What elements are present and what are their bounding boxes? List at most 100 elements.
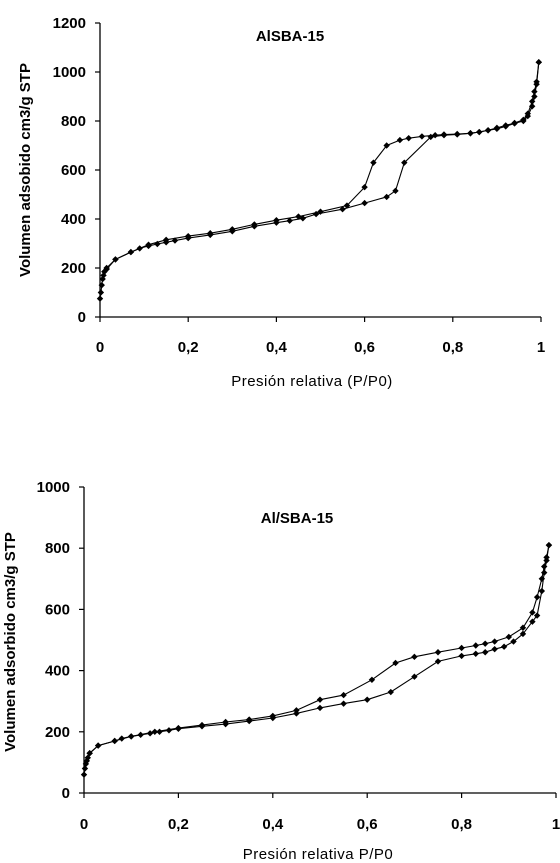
desorption-line (103, 62, 540, 272)
data-point-marker (146, 730, 154, 737)
data-point-marker (401, 159, 408, 166)
data-point-marker (368, 676, 376, 683)
data-point-marker (482, 649, 489, 656)
data-point-marker (156, 728, 163, 735)
data-point-marker (519, 630, 527, 638)
data-point-marker (538, 587, 546, 595)
data-point-marker (97, 289, 105, 296)
data-point-marker (171, 237, 179, 244)
data-point-marker (370, 159, 377, 166)
data-point-marker (343, 202, 351, 209)
data-point-marker (101, 268, 108, 275)
data-point-marker (361, 199, 368, 207)
x-axis-ticks: 0 0,2 0,4 0,6 0,8 1 (80, 793, 560, 833)
y-tick-label: 600 (61, 162, 86, 179)
x-tick-label: 0 (80, 816, 88, 833)
data-point-marker (411, 653, 418, 661)
data-point-marker (392, 187, 399, 195)
data-point-marker (533, 612, 541, 619)
y-axis-ticks: 0 200 400 600 800 1000 1200 (53, 15, 100, 326)
y-tick-label: 800 (61, 113, 86, 130)
data-point-marker (458, 652, 465, 660)
y-tick-label: 800 (45, 540, 70, 557)
data-point-marker (340, 691, 347, 699)
data-point-marker (392, 659, 399, 667)
data-point-marker (545, 541, 553, 549)
chart-alsba15: 0 200 400 600 800 1000 1200 0 0,2 0,4 0,6 0,8 1 AlS… (17, 15, 545, 390)
data-point-marker (476, 128, 483, 136)
x-tick-label: 0,4 (266, 339, 288, 356)
data-point-marker (317, 208, 324, 215)
x-tick-label: 0,4 (262, 816, 284, 833)
data-point-marker (229, 226, 236, 233)
x-tick-label: 0,6 (354, 339, 375, 356)
data-point-marker (112, 256, 119, 263)
y-tick-label: 1000 (53, 64, 86, 81)
adsorption-line (83, 545, 550, 775)
y-tick-label: 600 (45, 601, 70, 618)
data-point-marker (111, 737, 118, 745)
data-point-marker (405, 134, 412, 142)
data-point-marker (383, 193, 390, 201)
data-point-marker (86, 750, 93, 757)
data-point-marker (541, 569, 548, 576)
data-point-marker (502, 122, 509, 129)
x-axis-label: Presión relativa (P/P0) (231, 373, 393, 390)
data-point-marker (418, 133, 426, 140)
y-tick-label: 1000 (37, 479, 70, 496)
data-point-marker (458, 644, 465, 652)
desorption-line (89, 544, 550, 754)
data-point-marker (467, 130, 474, 137)
x-tick-label: 0,8 (451, 816, 472, 833)
data-point-marker (528, 103, 536, 110)
data-point-marker (269, 712, 276, 720)
y-tick-label: 400 (45, 663, 70, 680)
data-point-marker (431, 132, 439, 139)
data-point-marker (151, 728, 158, 735)
data-point-marker (538, 575, 546, 582)
data-point-marker (96, 295, 104, 302)
data-point-marker (361, 183, 368, 191)
y-axis-label: Volumen adsorbido cm3/g STP (2, 532, 19, 752)
y-axis-label: Volumen adsobido cm3/g STP (17, 63, 34, 277)
data-point-marker (293, 707, 300, 714)
series-group (96, 59, 542, 302)
data-point-marker (520, 116, 527, 123)
x-axis-label: Presión relativa P/P0 (243, 846, 394, 863)
data-point-marker (396, 136, 404, 144)
data-point-marker (472, 642, 479, 649)
data-point-marker (541, 563, 548, 570)
y-tick-label: 0 (78, 309, 86, 326)
data-point-marker (472, 650, 479, 657)
data-point-marker (128, 733, 135, 740)
data-point-marker (528, 98, 536, 105)
data-point-marker (339, 206, 346, 213)
y-tick-label: 400 (61, 211, 86, 228)
data-point-marker (411, 673, 418, 680)
data-point-marker (165, 727, 173, 734)
data-point-marker (383, 142, 390, 149)
x-tick-label: 1 (552, 816, 560, 833)
data-point-marker (454, 130, 461, 138)
x-tick-label: 0,6 (357, 816, 378, 833)
data-point-marker (127, 248, 135, 256)
data-point-marker (529, 618, 536, 625)
y-tick-label: 1200 (53, 15, 86, 32)
data-point-marker (80, 771, 88, 778)
x-tick-label: 0,8 (442, 339, 463, 356)
data-point-marker (251, 221, 258, 228)
data-point-marker (316, 696, 324, 703)
chart-title: AlSBA-15 (256, 28, 324, 45)
data-point-marker (531, 88, 538, 95)
data-point-marker (543, 554, 550, 561)
x-tick-label: 0 (96, 339, 104, 356)
data-point-marker (295, 213, 302, 220)
data-point-marker (519, 624, 527, 631)
series-group (80, 541, 553, 778)
chart-al-sba15: 0 200 400 600 800 1000 0 0,2 0,4 0,6 0,8 1 Al/SBA-… (2, 479, 560, 863)
data-point-marker (510, 638, 517, 645)
x-axis-ticks: 0 0,2 0,4 0,6 0,8 1 (96, 317, 545, 356)
x-tick-label: 0,2 (168, 816, 189, 833)
data-point-marker (529, 609, 536, 616)
chart-title: Al/SBA-15 (261, 510, 334, 527)
